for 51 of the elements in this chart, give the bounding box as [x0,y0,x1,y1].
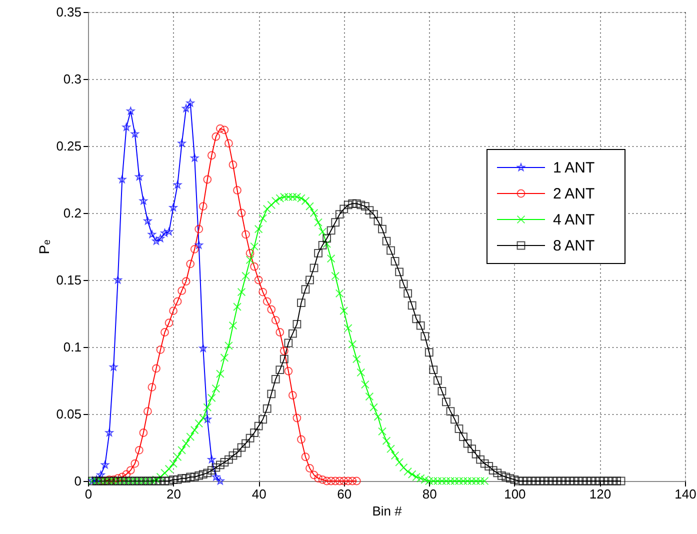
point [199,344,208,352]
point [148,230,156,238]
x-tick-label: 120 [589,486,612,502]
point [212,472,220,480]
point [101,460,110,468]
legend-label: 1 ANT [553,160,595,176]
point [144,216,152,225]
point [135,172,144,180]
point [203,415,212,423]
x-tick-label: 20 [166,486,182,502]
x-tick-label: 60 [337,486,352,502]
point [156,234,165,242]
point [178,139,186,147]
point [190,154,199,162]
point [118,175,126,184]
point [194,240,203,249]
point [105,428,114,436]
x-tick-label: 140 [674,486,696,502]
point [182,104,190,112]
point [165,228,174,236]
point [169,203,178,212]
x-axis-title: Bin # [372,504,403,518]
point [96,470,105,478]
point [208,455,216,464]
point [110,362,118,371]
x-tick-label: 40 [252,486,266,502]
x-tick-label: 100 [504,486,526,502]
point [130,130,139,138]
point [174,180,182,188]
point [126,106,135,115]
point [186,98,194,107]
y-tick-label: 0.35 [56,4,82,20]
x-tick-label: 0 [84,486,92,502]
point [122,123,130,131]
y-tick-label: 0.2 [63,206,82,220]
y-axis-title: Pₑ [36,240,52,254]
legend-label: 4 ANT [553,212,595,228]
y-tick-label: 0 [74,474,82,488]
y-tick-label: 0.25 [56,138,82,154]
point [114,276,122,284]
point [139,196,148,204]
point [160,228,169,237]
legend-label: 8 ANT [553,238,595,254]
x-tick-label: 80 [422,486,437,502]
point [152,236,160,245]
y-tick-label: 0.3 [63,72,82,86]
y-tick-label: 0.05 [56,406,82,422]
y-tick-label: 0.1 [63,340,82,354]
y-tick-label: 0.15 [56,272,82,288]
point [216,476,224,485]
legend-label: 2 ANT [553,186,595,202]
